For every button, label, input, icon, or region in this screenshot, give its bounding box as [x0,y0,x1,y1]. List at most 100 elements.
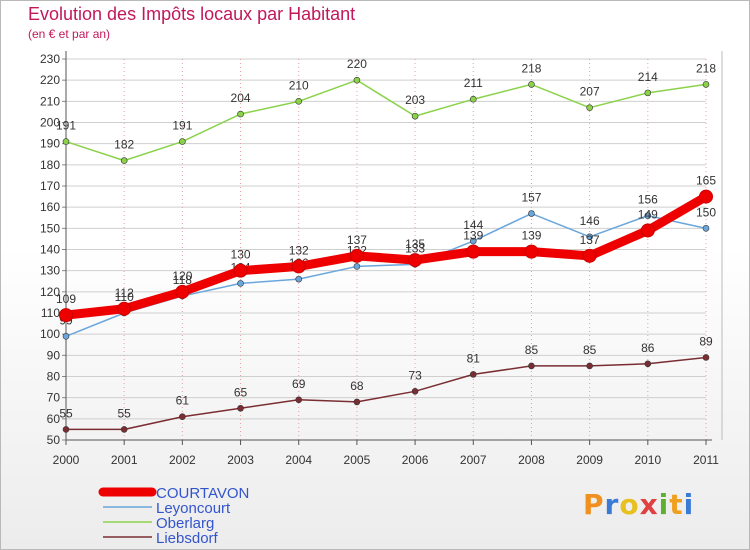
data-label-leyoncourt: 110 [115,290,134,304]
data-point-leyoncourt [62,332,70,340]
data-point-oberlarg [702,81,710,88]
data-label-leyoncourt: 146 [580,214,600,228]
data-label-liebsdorf: 69 [292,377,306,391]
data-label-liebsdorf: 55 [118,406,132,420]
data-label-oberlarg: 211 [464,76,483,90]
x-tick-label: 2007 [460,453,487,467]
y-tick-label: 130 [40,264,60,278]
series-line-leyoncourt [65,212,707,338]
data-label-leyoncourt: 150 [696,205,716,219]
data-point-courtavon [291,259,306,274]
y-tick-label: 160 [40,200,60,214]
data-point-liebsdorf [586,362,593,370]
y-tick-label: 230 [40,52,60,66]
x-tick-label: 2005 [344,453,371,467]
data-point-oberlarg [237,110,244,118]
y-tick-label: 150 [40,221,60,235]
data-label-courtavon: 120 [172,269,192,283]
data-point-courtavon [59,308,73,323]
data-point-oberlarg [469,95,477,103]
data-point-oberlarg [411,112,419,120]
data-point-liebsdorf [353,398,361,406]
data-label-courtavon: 137 [580,233,600,247]
data-point-leyoncourt [586,233,593,241]
data-point-courtavon [699,189,713,204]
y-tick-label: 60 [47,412,61,426]
y-tick-label: 110 [41,306,60,320]
data-point-courtavon [408,253,423,268]
proxiti-logo: Proxiti [583,488,694,521]
data-point-oberlarg [353,76,361,84]
data-point-courtavon [524,244,539,259]
data-point-liebsdorf [120,426,128,433]
x-tick-label: 2009 [576,453,603,467]
data-label-oberlarg: 204 [231,91,251,105]
x-tick-label: 2008 [518,453,545,467]
logo-letter: x [639,488,659,521]
x-tick-label: 2003 [227,453,254,467]
data-label-liebsdorf: 86 [641,341,655,355]
data-label-courtavon: 137 [347,233,367,247]
data-point-liebsdorf [237,404,244,412]
data-label-oberlarg: 203 [405,93,425,107]
chart-title: Evolution des Impôts locaux par Habitant [28,4,356,24]
data-point-oberlarg [179,138,186,145]
data-label-courtavon: 139 [463,229,483,243]
axes: 50 60 70 80 90 100 110 120 130 140 150 160 170 180 190… [40,51,723,467]
data-point-liebsdorf [644,360,652,368]
x-tick-label: 2011 [693,453,719,467]
logo-letter: i [683,488,695,521]
data-label-oberlarg: 214 [638,70,658,84]
data-point-oberlarg [120,157,128,164]
series-line-courtavon [61,192,711,320]
logo-letter: i [658,488,670,521]
y-tick-label: 90 [47,348,61,362]
data-label-courtavon: 149 [638,207,658,221]
data-point-courtavon [233,263,248,278]
y-tick-label: 80 [47,370,61,384]
y-tick-label: 220 [40,73,60,87]
data-label-courtavon: 139 [521,229,541,243]
x-tick-label: 2004 [285,453,312,467]
x-tick-label: 2000 [53,453,80,467]
data-point-liebsdorf [702,354,710,361]
data-point-leyoncourt [469,237,477,245]
data-point-leyoncourt [528,210,535,217]
chart-subtitle: (en € et par an) [28,27,111,41]
data-label-liebsdorf: 61 [176,394,190,408]
data-label-oberlarg: 210 [289,78,309,92]
data-label-courtavon: 135 [405,237,425,251]
data-label-courtavon: 132 [289,243,309,257]
data-label-leyoncourt: 118 [173,273,192,287]
data-label-leyoncourt: 157 [521,191,541,205]
data-label-liebsdorf: 85 [525,343,539,357]
data-point-leyoncourt [237,280,244,287]
y-tick-label: 50 [47,433,61,447]
y-tick-label: 210 [40,94,60,108]
legend-label-liebsdorf: Liebsdorf [156,530,219,547]
y-tick-label: 100 [40,327,60,341]
data-point-leyoncourt [353,263,361,270]
series-line-liebsdorf [65,356,707,431]
x-tick-label: 2002 [169,453,196,467]
legend-label-oberlarg: Oberlarg [156,515,214,532]
data-point-oberlarg [586,104,593,111]
legend-label-leyoncourt: Leyoncourt [156,500,231,517]
series-layer: 9911011812412613213314415714615615019118… [56,57,716,433]
data-point-courtavon [582,248,597,263]
data-point-liebsdorf [528,362,535,370]
data-label-oberlarg: 220 [347,57,367,71]
y-tick-label: 170 [40,179,60,193]
y-tick-label: 120 [40,285,60,299]
data-label-liebsdorf: 89 [699,334,713,348]
data-point-leyoncourt [644,212,652,219]
data-label-liebsdorf: 73 [408,368,422,382]
data-label-oberlarg: 191 [172,119,192,133]
y-tick-label: 70 [47,391,61,405]
data-point-oberlarg [62,138,70,145]
data-point-liebsdorf [295,396,303,404]
data-label-liebsdorf: 65 [234,385,248,399]
data-label-liebsdorf: 85 [583,343,597,357]
y-tick-label: 200 [40,116,60,130]
